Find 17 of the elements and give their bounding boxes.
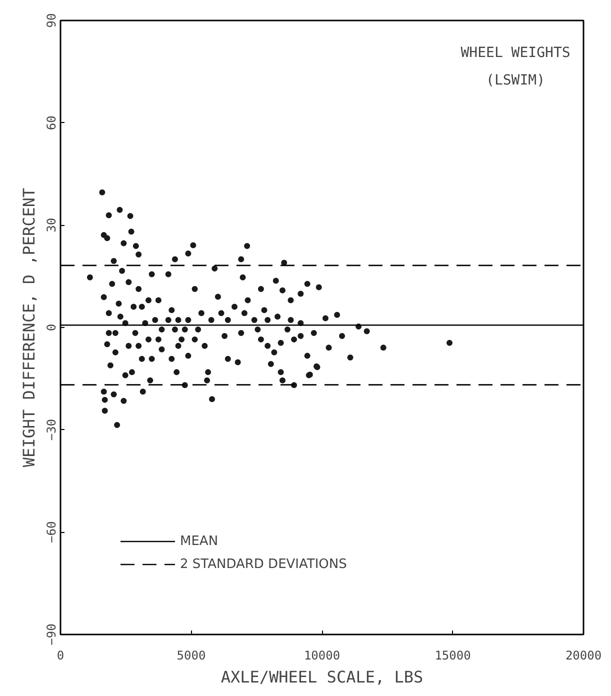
y-tick-label: 90 (44, 13, 58, 28)
x-tick-label: 15000 (434, 648, 471, 662)
y-tick-label: 30 (44, 218, 58, 232)
y-tick-label: 0 (44, 324, 58, 332)
x-tick-label: 20000 (565, 648, 602, 662)
y-tick-label: −60 (44, 521, 58, 544)
x-axis-title: AXLE/WHEEL SCALE, LBS (220, 668, 424, 686)
y-tick-label: 60 (44, 116, 58, 130)
x-tick-label: 5000 (176, 648, 206, 662)
legend-label: 2 STANDARD DEVIATIONS (180, 556, 347, 572)
text: WHEEL WEIGHTS (460, 45, 570, 62)
y-axis-title: WEIGHT DIFFERENCE, D ,PERCENT (20, 187, 38, 468)
y-tick-label: −90 (44, 624, 58, 646)
y-tick-label: −30 (44, 418, 58, 441)
text: (LSWIM) (486, 72, 546, 89)
legend-label: MEAN (180, 534, 218, 548)
x-tick-label: 10000 (304, 648, 340, 662)
